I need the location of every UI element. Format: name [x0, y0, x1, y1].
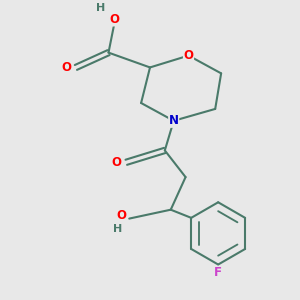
Text: O: O [110, 13, 119, 26]
Text: F: F [214, 266, 222, 279]
Text: H: H [113, 224, 122, 234]
Text: N: N [169, 114, 179, 127]
Text: O: O [112, 156, 122, 169]
Text: O: O [61, 61, 71, 74]
Text: O: O [184, 49, 194, 62]
Text: O: O [116, 209, 126, 222]
Text: H: H [97, 3, 106, 13]
